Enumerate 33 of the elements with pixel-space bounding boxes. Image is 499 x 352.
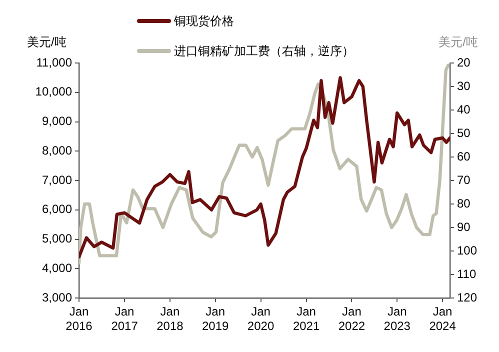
y2-tick-label: 40: [457, 102, 471, 116]
y2-tick-label: 90: [457, 220, 471, 234]
x-tick-label: Jan 2024: [429, 304, 456, 333]
x-tick-label: Jan 2017: [111, 304, 138, 333]
y2-tick-label: 20: [457, 55, 471, 70]
y-tick-label: 3,000: [42, 290, 72, 304]
y-tick-label: 10,000: [35, 84, 72, 99]
y2-tick-label: 110: [457, 266, 476, 281]
x-tick-label: Jan 2023: [384, 304, 411, 333]
x-tick-label: Jan 2016: [66, 304, 93, 333]
y-tick-label: 5,000: [42, 232, 72, 246]
x-tick-label: Jan 2018: [156, 304, 184, 333]
y2-axis-title: 美元/吨: [438, 34, 478, 51]
y2-tick-label: 120: [457, 290, 478, 304]
x-tick-label: Jan 2021: [292, 304, 320, 333]
y-tick-label: 6,000: [42, 202, 72, 216]
y-tick-label: 9,000: [42, 114, 72, 128]
y2-tick-label: 30: [457, 78, 471, 93]
y-axis-title: 美元/吨: [27, 34, 66, 51]
x-tick-label: Jan 2020: [247, 304, 274, 333]
y2-tick-label: 50: [457, 126, 471, 140]
x-tick-label: Jan 2019: [202, 304, 230, 333]
x-tick-label: Jan 2022: [338, 304, 366, 333]
legend-label: 铜现货价格: [174, 12, 234, 30]
y2-tick-label: 60: [457, 149, 471, 164]
y-tick-label: 7,000: [42, 172, 72, 187]
legend-label: 进口铜精矿加工费（右轴，逆序）: [174, 42, 354, 60]
y-tick-label: 8,000: [42, 143, 72, 158]
y2-tick-label: 80: [457, 196, 471, 210]
y2-tick-label: 70: [457, 172, 471, 187]
y-tick-label: 4,000: [42, 260, 72, 275]
y-tick-label: 11,000: [36, 55, 72, 70]
y2-tick-label: 100: [457, 243, 478, 258]
